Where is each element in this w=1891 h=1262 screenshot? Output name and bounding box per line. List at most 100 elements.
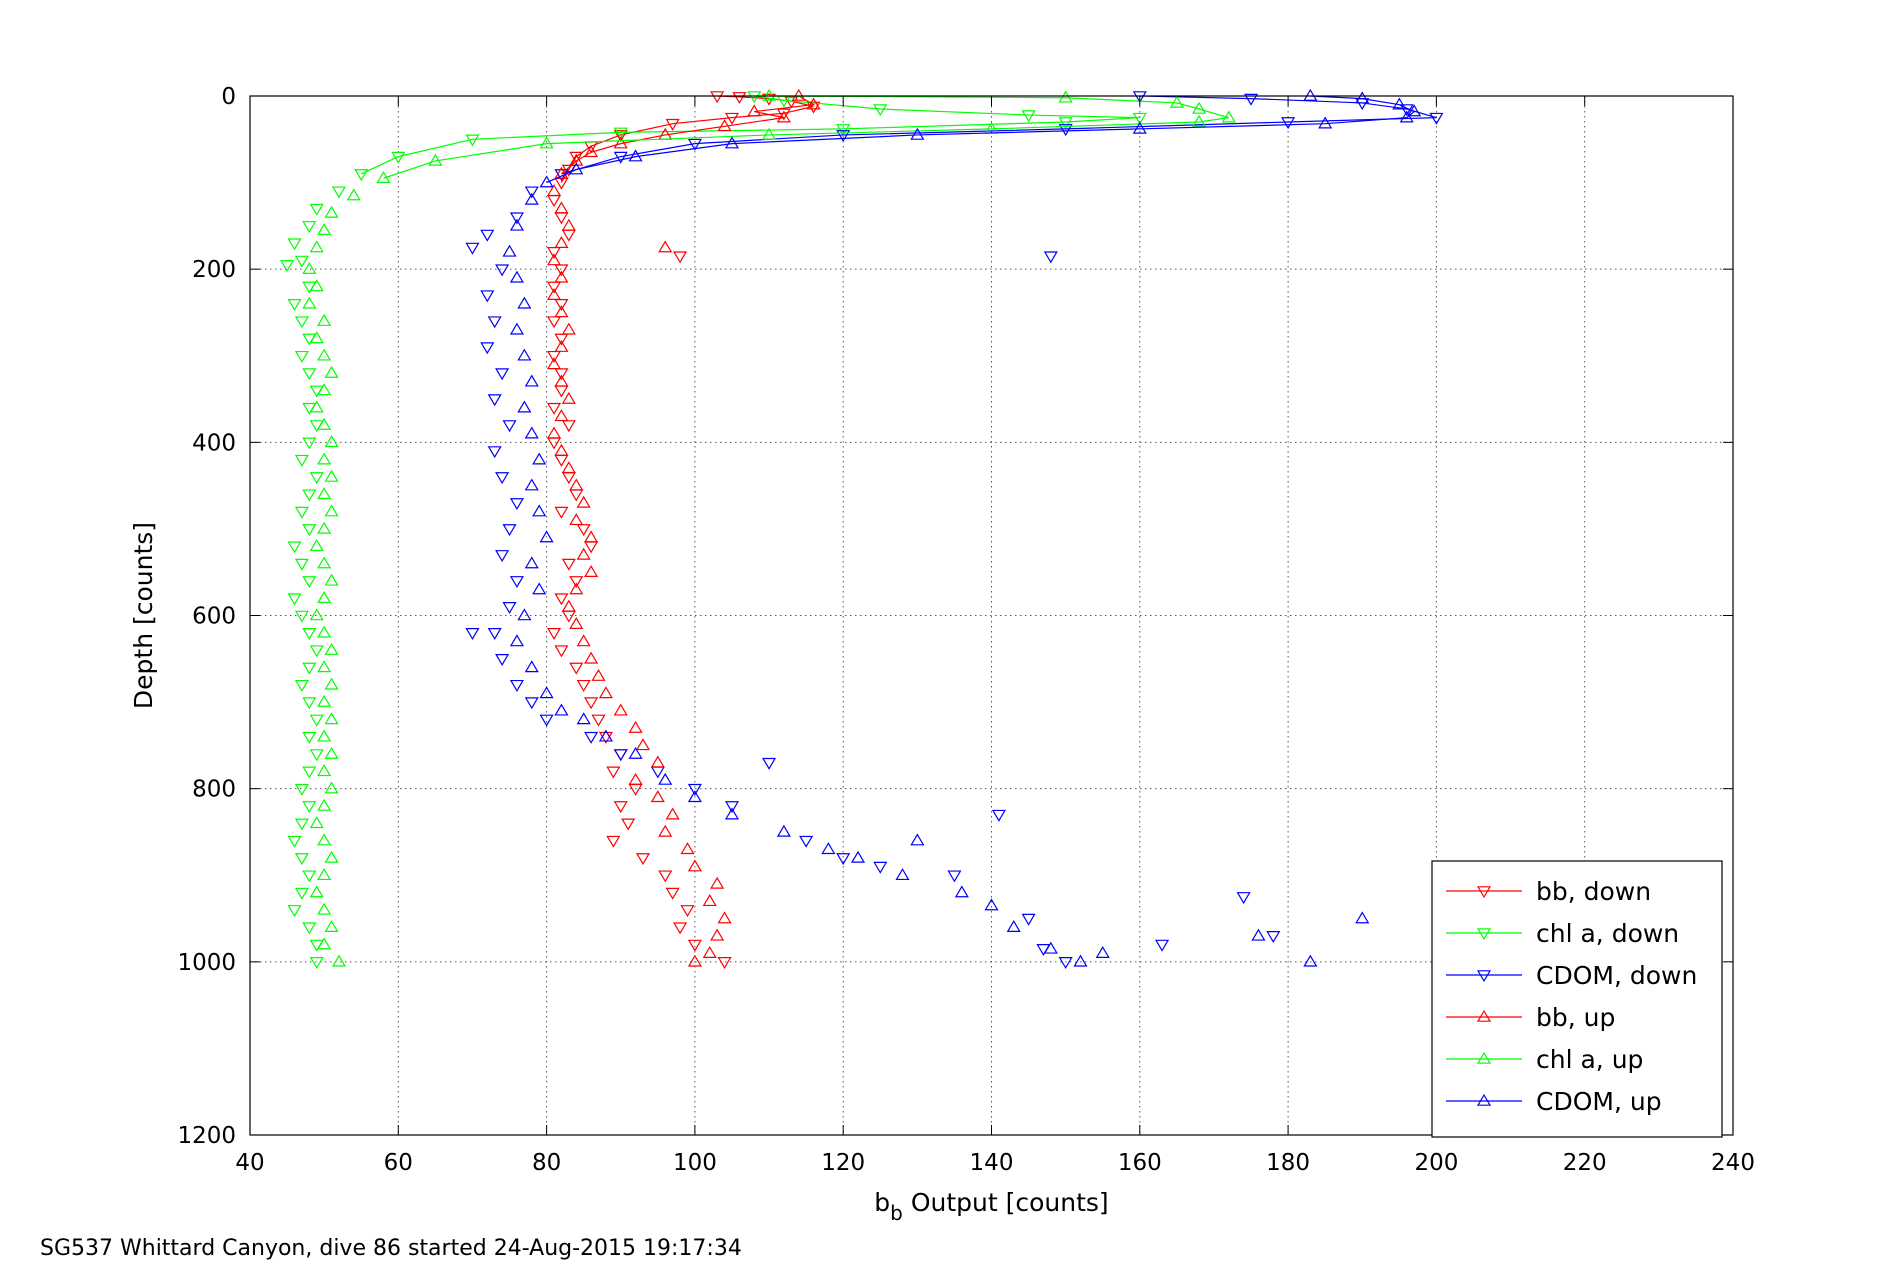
data-point: [324, 677, 339, 690]
data-point: [1429, 112, 1444, 125]
y-tick-label: 0: [221, 84, 236, 110]
data-point: [1192, 101, 1207, 114]
data-point: [561, 322, 576, 335]
data-point: [517, 400, 532, 413]
data-point: [598, 686, 613, 699]
data-point: [613, 136, 628, 149]
x-axis-label-rest: Output [counts]: [903, 1188, 1109, 1217]
data-point: [539, 714, 554, 727]
data-point: [324, 781, 339, 794]
data-point: [732, 92, 747, 105]
data-point: [287, 238, 302, 251]
data-point: [302, 801, 317, 814]
data-point: [806, 101, 821, 114]
y-tick-label: 600: [192, 604, 236, 630]
data-series: [280, 88, 1444, 970]
data-point: [584, 651, 599, 664]
data-point: [546, 402, 562, 415]
data-point: [665, 807, 680, 820]
data-point: [658, 824, 673, 837]
data-point: [569, 582, 584, 595]
data-point: [524, 697, 539, 710]
data-point: [628, 746, 643, 759]
data-point: [428, 153, 443, 166]
data-point: [287, 541, 302, 554]
data-point: [1058, 90, 1073, 103]
legend-marker: [1476, 1009, 1492, 1022]
data-point: [821, 842, 836, 855]
data-point: [302, 221, 317, 234]
data-point: [317, 868, 332, 881]
data-point: [302, 870, 317, 883]
data-point: [317, 833, 332, 846]
data-point: [569, 616, 584, 629]
data-point: [717, 957, 732, 970]
data-point: [658, 870, 673, 883]
data-point: [502, 524, 517, 537]
data-point: [850, 850, 866, 863]
data-point: [509, 498, 524, 511]
data-point: [554, 333, 569, 346]
legend-marker: [1476, 928, 1492, 941]
data-point: [294, 316, 309, 329]
data-point: [554, 166, 569, 179]
data-point: [546, 426, 562, 439]
data-point: [317, 452, 332, 465]
legend-marker: [1476, 1093, 1492, 1106]
data-point: [747, 104, 762, 117]
y-tick-label: 1000: [177, 950, 236, 976]
data-point: [687, 138, 702, 151]
data-point: [502, 420, 517, 433]
data-point: [613, 151, 628, 164]
data-point: [317, 590, 332, 603]
data-point: [635, 853, 651, 866]
data-point: [561, 420, 576, 433]
data-point: [576, 679, 591, 692]
data-point: [524, 374, 539, 387]
data-point: [324, 746, 339, 759]
x-axis-label-main: b: [874, 1188, 890, 1217]
data-point: [354, 169, 369, 182]
data-point: [487, 446, 502, 459]
data-point: [1399, 110, 1414, 123]
data-point: [584, 530, 599, 543]
data-point: [517, 608, 532, 621]
legend-label: CDOM, down: [1536, 961, 1697, 990]
data-point: [317, 348, 332, 361]
data-point: [294, 887, 309, 900]
legend-marker: [1476, 1051, 1492, 1064]
series-line: [561, 95, 1437, 175]
data-point: [554, 593, 569, 606]
data-point: [309, 645, 324, 658]
data-point: [561, 218, 576, 231]
data-point: [487, 394, 502, 407]
data-point: [717, 911, 732, 924]
data-point: [509, 218, 524, 231]
data-point: [724, 801, 740, 814]
data-point: [1407, 104, 1422, 117]
data-point: [762, 127, 777, 140]
data-point: [524, 556, 539, 569]
data-point: [324, 573, 339, 586]
data-point: [309, 749, 324, 762]
data-point: [317, 487, 332, 500]
x-tick-label: 140: [970, 1150, 1014, 1176]
data-point: [569, 576, 584, 589]
data-point: [1355, 911, 1370, 924]
data-point: [895, 868, 910, 881]
x-axis-label-subscript: b: [890, 1201, 903, 1225]
series-3: [546, 88, 821, 967]
data-point: [294, 454, 309, 467]
data-point: [1303, 88, 1318, 101]
data-point: [309, 203, 324, 216]
data-point: [509, 576, 524, 589]
x-tick-label: 160: [1118, 1150, 1162, 1176]
data-point: [324, 435, 339, 448]
data-point: [1058, 124, 1073, 137]
data-point: [302, 766, 317, 779]
data-point: [294, 818, 309, 831]
data-point: [1073, 954, 1088, 967]
data-point: [1318, 116, 1333, 129]
data-point: [724, 112, 740, 125]
